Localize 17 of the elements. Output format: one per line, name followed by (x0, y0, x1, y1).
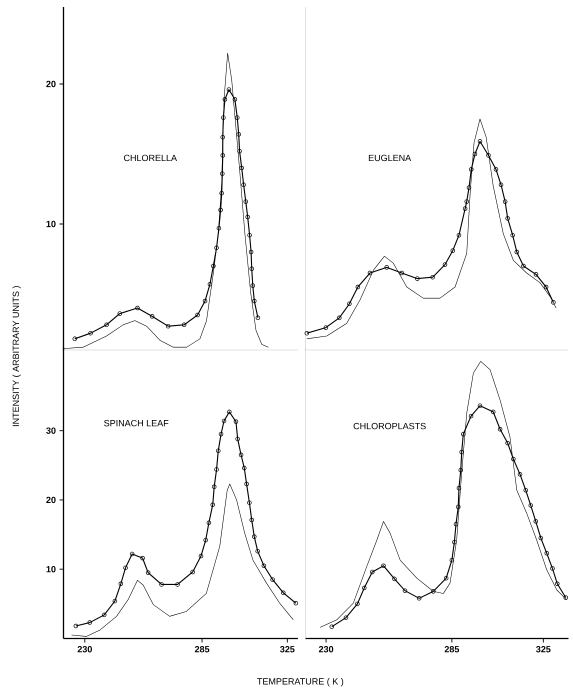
x-tick-label: 230 (318, 646, 334, 652)
y-axis-title: INTENSITY ( ARBITRARY UNITS ) (12, 286, 21, 426)
text: EUGLENA (368, 154, 412, 162)
x-tick-label: 325 (280, 646, 295, 652)
text: SPINACH LEAF (104, 420, 168, 426)
y-tick-label: 20 (46, 80, 56, 88)
x-tick-label: 325 (536, 646, 551, 652)
y-tick-label: 10 (46, 220, 56, 228)
text: CHLOROPLASTS (354, 422, 426, 430)
x-axis-title: TEMPERATURE ( K ) (257, 678, 344, 686)
y-tick-label: 20 (46, 496, 56, 504)
y-tick-label: 30 (46, 427, 56, 434)
x-tick-label: 285 (194, 646, 210, 652)
x-tick-label: 285 (444, 646, 460, 652)
y-tick-label: 10 (46, 566, 56, 572)
x-tick-label: 230 (78, 646, 92, 652)
text: CHLORELLA (124, 154, 177, 162)
